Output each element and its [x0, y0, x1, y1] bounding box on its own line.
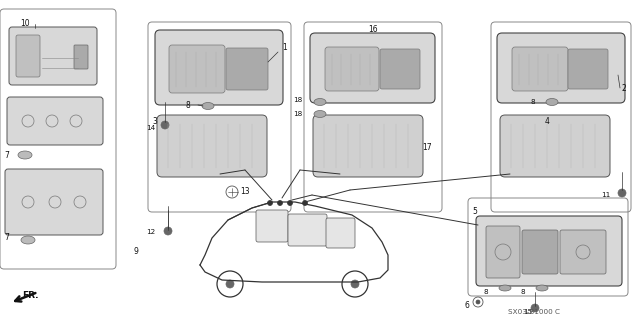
Ellipse shape	[499, 285, 511, 291]
Ellipse shape	[18, 151, 32, 159]
Text: 7: 7	[4, 150, 9, 159]
Text: 2: 2	[622, 84, 627, 92]
Circle shape	[618, 189, 626, 197]
FancyBboxPatch shape	[288, 214, 327, 246]
FancyBboxPatch shape	[16, 35, 40, 77]
FancyBboxPatch shape	[560, 230, 606, 274]
Ellipse shape	[314, 99, 326, 106]
Circle shape	[164, 227, 172, 235]
FancyBboxPatch shape	[310, 33, 435, 103]
Ellipse shape	[21, 236, 35, 244]
Text: 16: 16	[368, 26, 378, 35]
Text: 11: 11	[601, 192, 610, 198]
Text: 4: 4	[545, 117, 550, 126]
Circle shape	[476, 300, 480, 304]
FancyBboxPatch shape	[325, 47, 379, 91]
FancyBboxPatch shape	[522, 230, 558, 274]
Text: 12: 12	[146, 229, 155, 235]
FancyBboxPatch shape	[155, 30, 283, 105]
FancyBboxPatch shape	[5, 169, 103, 235]
Ellipse shape	[546, 99, 558, 106]
Ellipse shape	[314, 110, 326, 117]
FancyBboxPatch shape	[486, 226, 520, 278]
Ellipse shape	[202, 102, 214, 109]
Text: 8: 8	[531, 99, 535, 105]
FancyBboxPatch shape	[568, 49, 608, 89]
Text: 13: 13	[240, 188, 250, 196]
FancyBboxPatch shape	[7, 97, 103, 145]
Text: FR.: FR.	[22, 291, 38, 300]
Text: SX03-B1000 C: SX03-B1000 C	[508, 309, 560, 315]
FancyBboxPatch shape	[380, 49, 420, 89]
FancyBboxPatch shape	[497, 33, 625, 103]
Circle shape	[351, 280, 359, 288]
Text: 6: 6	[465, 300, 470, 309]
FancyBboxPatch shape	[476, 216, 622, 286]
FancyBboxPatch shape	[326, 218, 355, 248]
Text: 15: 15	[524, 309, 533, 315]
FancyBboxPatch shape	[157, 115, 267, 177]
FancyBboxPatch shape	[74, 45, 88, 69]
Text: 8: 8	[185, 100, 190, 109]
Text: 9: 9	[133, 247, 138, 257]
FancyBboxPatch shape	[9, 27, 97, 85]
Circle shape	[161, 121, 169, 129]
FancyBboxPatch shape	[226, 48, 268, 90]
Text: 18: 18	[293, 111, 302, 117]
Circle shape	[303, 201, 308, 205]
Text: 18: 18	[293, 97, 302, 103]
FancyBboxPatch shape	[169, 45, 225, 93]
Ellipse shape	[536, 285, 548, 291]
Circle shape	[278, 201, 282, 205]
FancyBboxPatch shape	[313, 115, 423, 177]
Circle shape	[268, 201, 273, 205]
FancyBboxPatch shape	[256, 210, 288, 242]
Text: 5: 5	[472, 207, 477, 217]
Text: 7: 7	[4, 234, 9, 243]
Circle shape	[287, 201, 292, 205]
Text: 8: 8	[520, 289, 525, 295]
Circle shape	[226, 280, 234, 288]
Text: 10: 10	[20, 20, 30, 28]
Text: 8: 8	[483, 289, 488, 295]
Text: 3: 3	[152, 117, 157, 126]
Text: 1: 1	[282, 44, 287, 52]
Text: 14: 14	[146, 125, 155, 131]
FancyBboxPatch shape	[500, 115, 610, 177]
Circle shape	[531, 304, 539, 312]
FancyBboxPatch shape	[512, 47, 568, 91]
Text: 17: 17	[422, 143, 432, 153]
